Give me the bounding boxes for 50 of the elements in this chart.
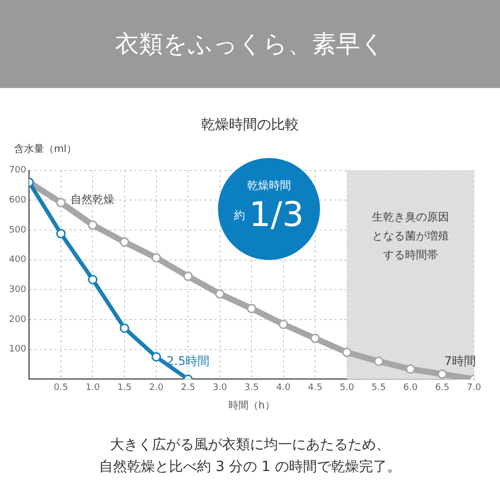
x-axis-title: 時間（h） [228,400,275,412]
point [56,228,66,238]
point [406,364,416,374]
y-tick-label: 300 [8,285,26,296]
y-tick-label: 500 [8,225,26,236]
y-tick-label: 400 [8,255,26,266]
point [374,356,384,366]
x-tick-label: 6.5 [435,382,450,393]
point [342,348,352,358]
point [183,272,193,282]
annotation: 7時間 [444,354,476,368]
y-tick-label: 100 [8,344,26,355]
annotation: 1/3 [249,195,304,235]
text: 大きく広がる風が衣類に均一にあたるため、 [109,436,391,455]
x-tick-label: 1.0 [86,382,100,393]
text: 自然乾燥と比べ約 3 分の 1 の時間で乾燥完了。 [98,458,402,477]
x-tick-label: 5.5 [372,382,386,393]
point [88,220,98,230]
y-tick-label: 200 [8,314,26,325]
point [56,198,66,208]
point [152,352,162,362]
x-tick-label: 1.5 [117,382,132,393]
x-tick-label: 4.5 [308,382,322,393]
point [310,334,320,344]
x-tick-label: 7.0 [466,382,482,393]
point [246,304,256,314]
point [437,369,447,379]
point [120,323,130,333]
x-tick-label: 4.0 [276,382,291,393]
x-tick-label: 2.0 [149,382,164,393]
point [120,237,130,247]
x-tick-label: 3.0 [212,382,228,393]
y-tick-label: 600 [8,196,26,206]
x-tick-label: 5.0 [340,382,354,393]
point [88,274,98,284]
y-tick-label: 700 [8,166,26,176]
series-label: 自然乾燥 [70,192,115,206]
annotation: 約 [234,208,246,222]
chart-title: 衣類をふっくら、素早く [0,0,500,88]
y-axis-title: 含水量（ml） [14,142,77,156]
x-tick-label: 6.0 [403,382,418,393]
point [278,320,288,330]
band-label: 生乾き臭の原因となる菌が増殖する時間帯 [372,210,449,262]
point [215,289,225,299]
x-tick-label: 3.5 [244,382,259,393]
chart-subtitle: 乾燥時間の比較 [200,116,300,134]
point [152,253,162,263]
x-tick-label: 0.5 [54,382,68,393]
x-tick-label: 2.5 [180,382,196,393]
annotation: 乾燥時間 [246,178,292,193]
